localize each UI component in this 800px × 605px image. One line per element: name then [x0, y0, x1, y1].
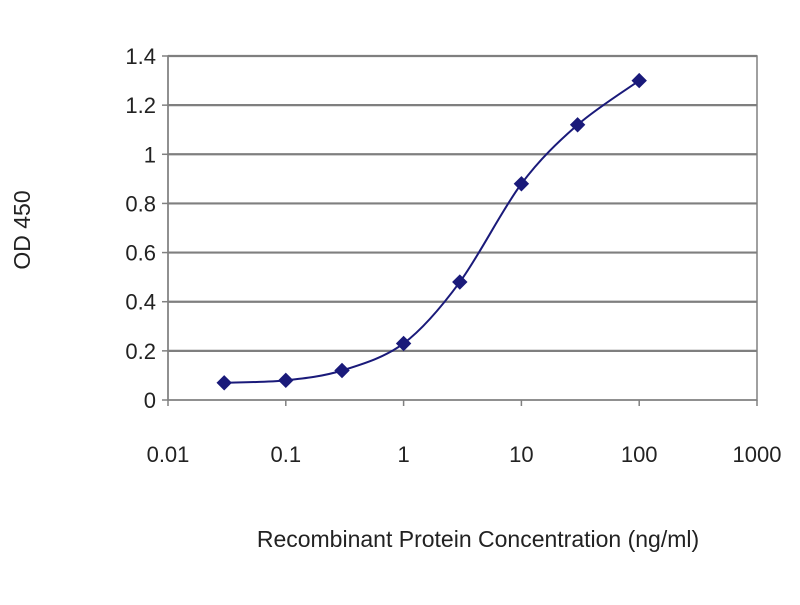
- x-tick-label: 100: [621, 442, 658, 467]
- y-tick-label: 0.4: [125, 290, 156, 315]
- x-tick-label: 0.01: [147, 442, 190, 467]
- data-point-marker: [569, 117, 586, 133]
- y-tick-label: 1: [144, 142, 156, 167]
- label-layer: OD 450 Recombinant Protein Concentration…: [9, 44, 781, 552]
- y-axis-title: OD 450: [9, 190, 35, 269]
- series-layer: [216, 72, 647, 391]
- x-axis-title: Recombinant Protein Concentration (ng/ml…: [257, 526, 699, 552]
- data-point-marker: [395, 335, 412, 352]
- data-point-marker: [278, 372, 294, 389]
- y-tick-label: 1.2: [125, 93, 156, 118]
- data-point-marker: [513, 176, 530, 192]
- axis-layer: [162, 55, 758, 406]
- plot-area: [167, 55, 758, 401]
- data-point-marker: [452, 274, 468, 290]
- x-tick-label: 0.1: [271, 442, 302, 467]
- grid-layer: [167, 54, 758, 401]
- y-tick-label: 0: [144, 388, 156, 413]
- x-tick-label: 10: [509, 442, 533, 467]
- y-tick-label: 0.6: [125, 241, 156, 266]
- data-point-marker: [216, 375, 232, 391]
- series-line-0: [224, 79, 640, 384]
- y-tick-label: 1.4: [125, 44, 156, 69]
- x-tick-label: 1000: [733, 442, 782, 467]
- data-point-marker: [334, 362, 350, 379]
- y-tick-label: 0.8: [125, 191, 156, 216]
- x-tick-label: 1: [397, 442, 409, 467]
- y-tick-label: 0.2: [125, 339, 156, 364]
- data-point-marker: [631, 72, 647, 89]
